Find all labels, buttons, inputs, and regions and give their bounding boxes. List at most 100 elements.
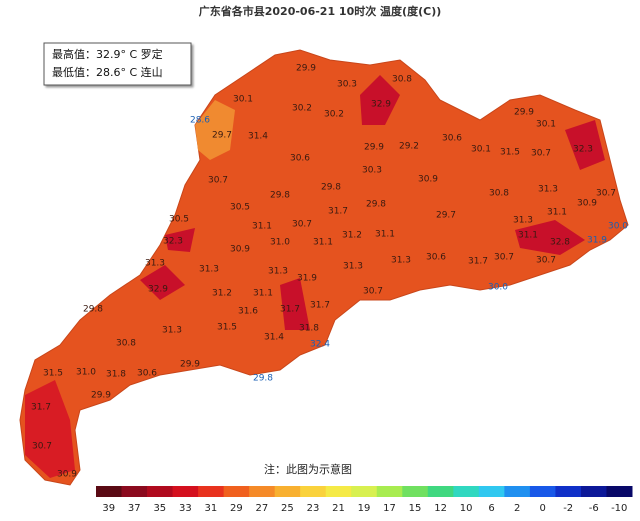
- legend-label: 25: [281, 503, 294, 514]
- legend-label: 31: [204, 503, 217, 514]
- station-temp: 29.8: [321, 183, 341, 193]
- station-temp: 31.7: [468, 257, 488, 267]
- station-temp: 31.6: [238, 307, 258, 317]
- legend-label: 2: [514, 503, 520, 514]
- station-temp: 32.8: [550, 238, 570, 248]
- station-temp: 30.9: [418, 175, 438, 185]
- station-temp: 30.8: [116, 339, 136, 349]
- station-temp: 31.3: [162, 326, 182, 336]
- legend-swatch: [555, 486, 582, 497]
- station-temp: 29.8: [83, 305, 103, 315]
- station-temp: 31.8: [106, 370, 126, 380]
- hot-zone: [165, 228, 195, 252]
- station-temp: 30.7: [292, 220, 312, 230]
- station-temp: 29.9: [364, 143, 384, 153]
- station-temp: 32.9: [148, 285, 168, 295]
- legend-label: 19: [358, 503, 371, 514]
- station-temp: 31.3: [199, 265, 219, 275]
- station-temp: 30.7: [596, 189, 616, 199]
- station-temp: 31.9: [297, 274, 317, 284]
- legend-swatch: [121, 486, 148, 497]
- legend-label: 17: [383, 503, 396, 514]
- title: 广东省各市县2020-06-21 10时次 温度(度(C)): [199, 4, 442, 18]
- summary-box: 最高值：32.9° C 罗定 最低值：28.6° C 连山: [43, 42, 192, 86]
- legend-swatch: [325, 486, 352, 497]
- station-temp: 30.9: [230, 245, 250, 255]
- legend-swatch: [453, 486, 480, 497]
- legend-swatch: [96, 486, 123, 497]
- legend-swatch: [274, 486, 301, 497]
- station-temp: 31.3: [391, 256, 411, 266]
- station-temp: 30.2: [324, 110, 344, 120]
- legend-swatch: [351, 486, 378, 497]
- station-temp: 29.8: [253, 374, 273, 384]
- legend-label: 0: [539, 503, 545, 514]
- max-text: 最高值：32.9° C 罗定: [52, 47, 163, 61]
- station-temp: 31.1: [253, 289, 273, 299]
- note: 注：此图为示意图: [264, 462, 352, 476]
- station-temp: 31.5: [217, 323, 237, 333]
- hot-zone: [360, 75, 400, 125]
- province: [19, 49, 629, 486]
- station-temp: 32.9: [371, 100, 391, 110]
- station-temp: 31.3: [538, 185, 558, 195]
- station-temp: 31.5: [43, 369, 63, 379]
- legend-swatch: [249, 486, 276, 497]
- station-temp: 30.3: [337, 80, 357, 90]
- station-temp: 30.8: [392, 75, 412, 85]
- station-temp: 30.8: [489, 189, 509, 199]
- legend-swatch: [427, 486, 454, 497]
- station-temp: 31.1: [252, 222, 272, 232]
- station-temp: 30.0: [608, 222, 628, 232]
- station-temp: 31.3: [145, 259, 165, 269]
- station-temp: 29.8: [270, 191, 290, 201]
- station-temp: 31.3: [268, 267, 288, 277]
- station-temp: 30.1: [471, 145, 491, 155]
- station-temp: 30.3: [362, 166, 382, 176]
- station-temp: 31.3: [343, 262, 363, 272]
- station-temp: 32.3: [573, 145, 593, 155]
- legend-swatch: [223, 486, 250, 497]
- min-text: 最低值：28.6° C 连山: [52, 66, 163, 79]
- station-temp: 30.1: [233, 95, 253, 105]
- legend-label: 29: [230, 503, 243, 514]
- legend-swatch: [478, 486, 505, 497]
- legend-swatch: [606, 486, 633, 497]
- station-temp: 29.9: [296, 64, 316, 74]
- legend-label: -6: [589, 503, 599, 514]
- station-temp: 31.3: [513, 216, 533, 226]
- legend-swatch: [376, 486, 403, 497]
- legend-label: 21: [332, 503, 345, 514]
- station-temp: 31.1: [313, 238, 333, 248]
- legend-label: 12: [434, 503, 447, 514]
- station-temp: 29.7: [436, 211, 456, 221]
- station-temp: 31.7: [31, 403, 51, 413]
- legend-label: 39: [102, 503, 115, 514]
- station-temp: 30.0: [488, 283, 508, 293]
- station-temp: 30.1: [536, 120, 556, 130]
- station-temp: 30.6: [290, 154, 310, 164]
- legend-label: -2: [563, 503, 573, 514]
- legend-label: 6: [488, 503, 494, 514]
- legend-swatch: [529, 486, 556, 497]
- hot-zone: [515, 220, 585, 255]
- legend-label: 10: [460, 503, 473, 514]
- station-temp: 31.0: [270, 238, 290, 248]
- station-temp: 31.9: [587, 236, 607, 246]
- hot-zone: [140, 265, 185, 300]
- station-temp: 29.9: [514, 108, 534, 118]
- station-temp: 29.8: [366, 200, 386, 210]
- land: [19, 49, 629, 486]
- cool-zone: [195, 100, 235, 160]
- station-temp: 32.4: [310, 340, 330, 350]
- legend-swatch: [504, 486, 531, 497]
- station-temp: 30.7: [363, 287, 383, 297]
- station-temp: 32.3: [163, 237, 183, 247]
- station-temp: 30.5: [169, 215, 189, 225]
- station-temp: 29.9: [91, 391, 111, 401]
- station-temp: 30.7: [32, 442, 52, 452]
- station-temp: 31.7: [280, 305, 300, 315]
- legend-label: 27: [256, 503, 269, 514]
- station-temp: 31.2: [342, 231, 362, 241]
- station-temp: 30.9: [57, 470, 77, 480]
